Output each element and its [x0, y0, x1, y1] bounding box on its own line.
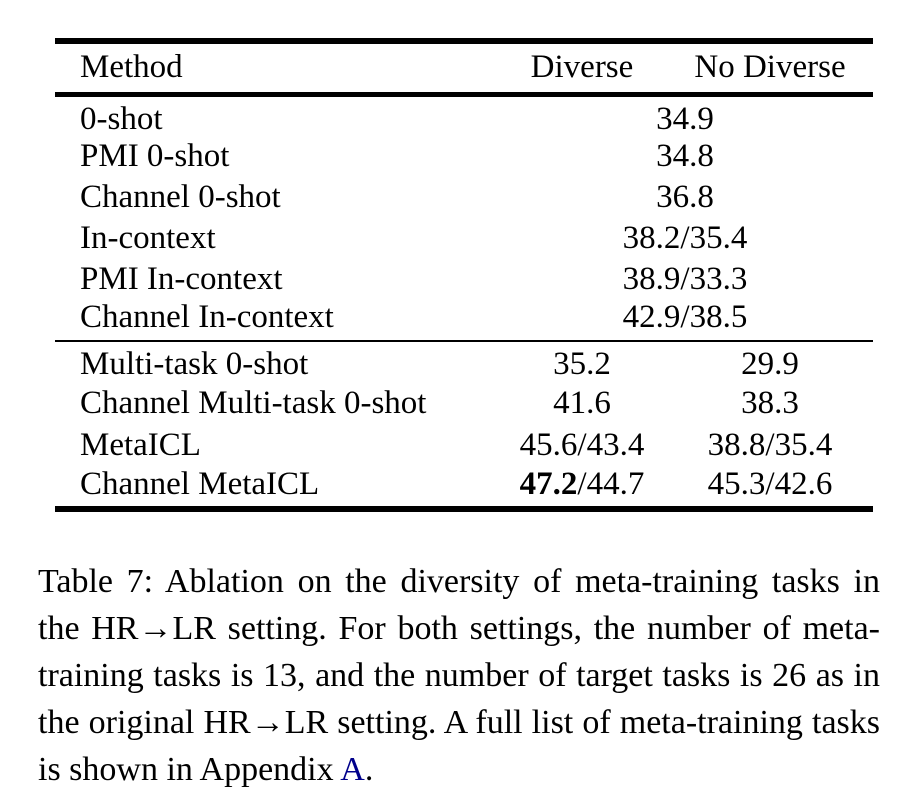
table-row: Channel Multi-task 0-shot 41.6 38.3	[55, 383, 873, 425]
no-diverse-value-cell: 45.3/42.6	[707, 465, 833, 502]
appendix-link[interactable]: A	[340, 751, 365, 788]
method-cell: MetaICL	[80, 427, 201, 463]
table-row: Channel MetaICL 47.2/44.7 45.3/42.6	[55, 467, 873, 509]
value-cell-spanning: 38.2/35.4	[622, 219, 748, 256]
method-cell: PMI In-context	[80, 260, 283, 297]
table-row: Multi-task 0-shot 35.2 29.9	[55, 341, 873, 383]
value-cell-spanning: 34.9	[656, 100, 714, 137]
method-cell: PMI 0-shot	[80, 137, 230, 174]
no-diverse-value-cell: 38.3	[741, 385, 799, 421]
results-table: Method Diverse No Diverse 0-shot 34.9 PM…	[55, 38, 873, 512]
method-cell: Channel 0-shot	[80, 178, 281, 215]
best-score-bold: 47.2	[519, 465, 578, 502]
col-header-method: Method	[80, 49, 183, 86]
table-row: MetaICL 45.6/43.4 38.8/35.4	[55, 425, 873, 467]
diverse-value-cell: 41.6	[553, 385, 611, 421]
diverse-value-cell: 35.2	[553, 346, 611, 382]
method-cell: Channel MetaICL	[80, 465, 320, 502]
table-block-meta-trained: Multi-task 0-shot 35.2 29.9 Channel Mult…	[55, 341, 873, 509]
diverse-value-cell: 45.6/43.4	[519, 427, 645, 463]
value-cell-spanning: 34.8	[656, 137, 714, 174]
table-row: PMI In-context 38.9/33.3	[55, 259, 873, 300]
no-diverse-value-cell: 29.9	[741, 346, 799, 382]
table-block-baselines: 0-shot 34.9 PMI 0-shot 34.8 Channel 0-sh…	[55, 94, 873, 341]
table-row: Channel 0-shot 36.8	[55, 177, 873, 218]
value-cell-spanning: 42.9/38.5	[622, 299, 748, 335]
table-header-row: Method Diverse No Diverse	[55, 41, 873, 94]
method-cell: Multi-task 0-shot	[80, 346, 309, 382]
caption-text: Table 7: Ablation on the diversity of me…	[38, 563, 880, 788]
method-cell: Channel In-context	[80, 299, 334, 335]
table-row: In-context 38.2/35.4	[55, 218, 873, 259]
value-cell-spanning: 36.8	[656, 178, 714, 215]
method-cell: Channel Multi-task 0-shot	[80, 385, 427, 421]
col-header-diverse: Diverse	[530, 49, 634, 86]
table-row: PMI 0-shot 34.8	[55, 136, 873, 177]
table-caption: Table 7: Ablation on the diversity of me…	[38, 558, 880, 793]
score-rest: /44.7	[577, 465, 645, 502]
no-diverse-value-cell: 38.8/35.4	[707, 427, 833, 463]
method-cell: 0-shot	[80, 100, 163, 137]
table-row: Channel In-context 42.9/38.5	[55, 300, 873, 341]
table-row: 0-shot 34.9	[55, 94, 873, 136]
method-cell: In-context	[80, 219, 216, 256]
col-header-no-diverse: No Diverse	[694, 49, 846, 86]
diverse-value-cell: 47.2/44.7	[497, 467, 667, 509]
caption-period: .	[364, 751, 374, 788]
value-cell-spanning: 38.9/33.3	[622, 260, 748, 297]
